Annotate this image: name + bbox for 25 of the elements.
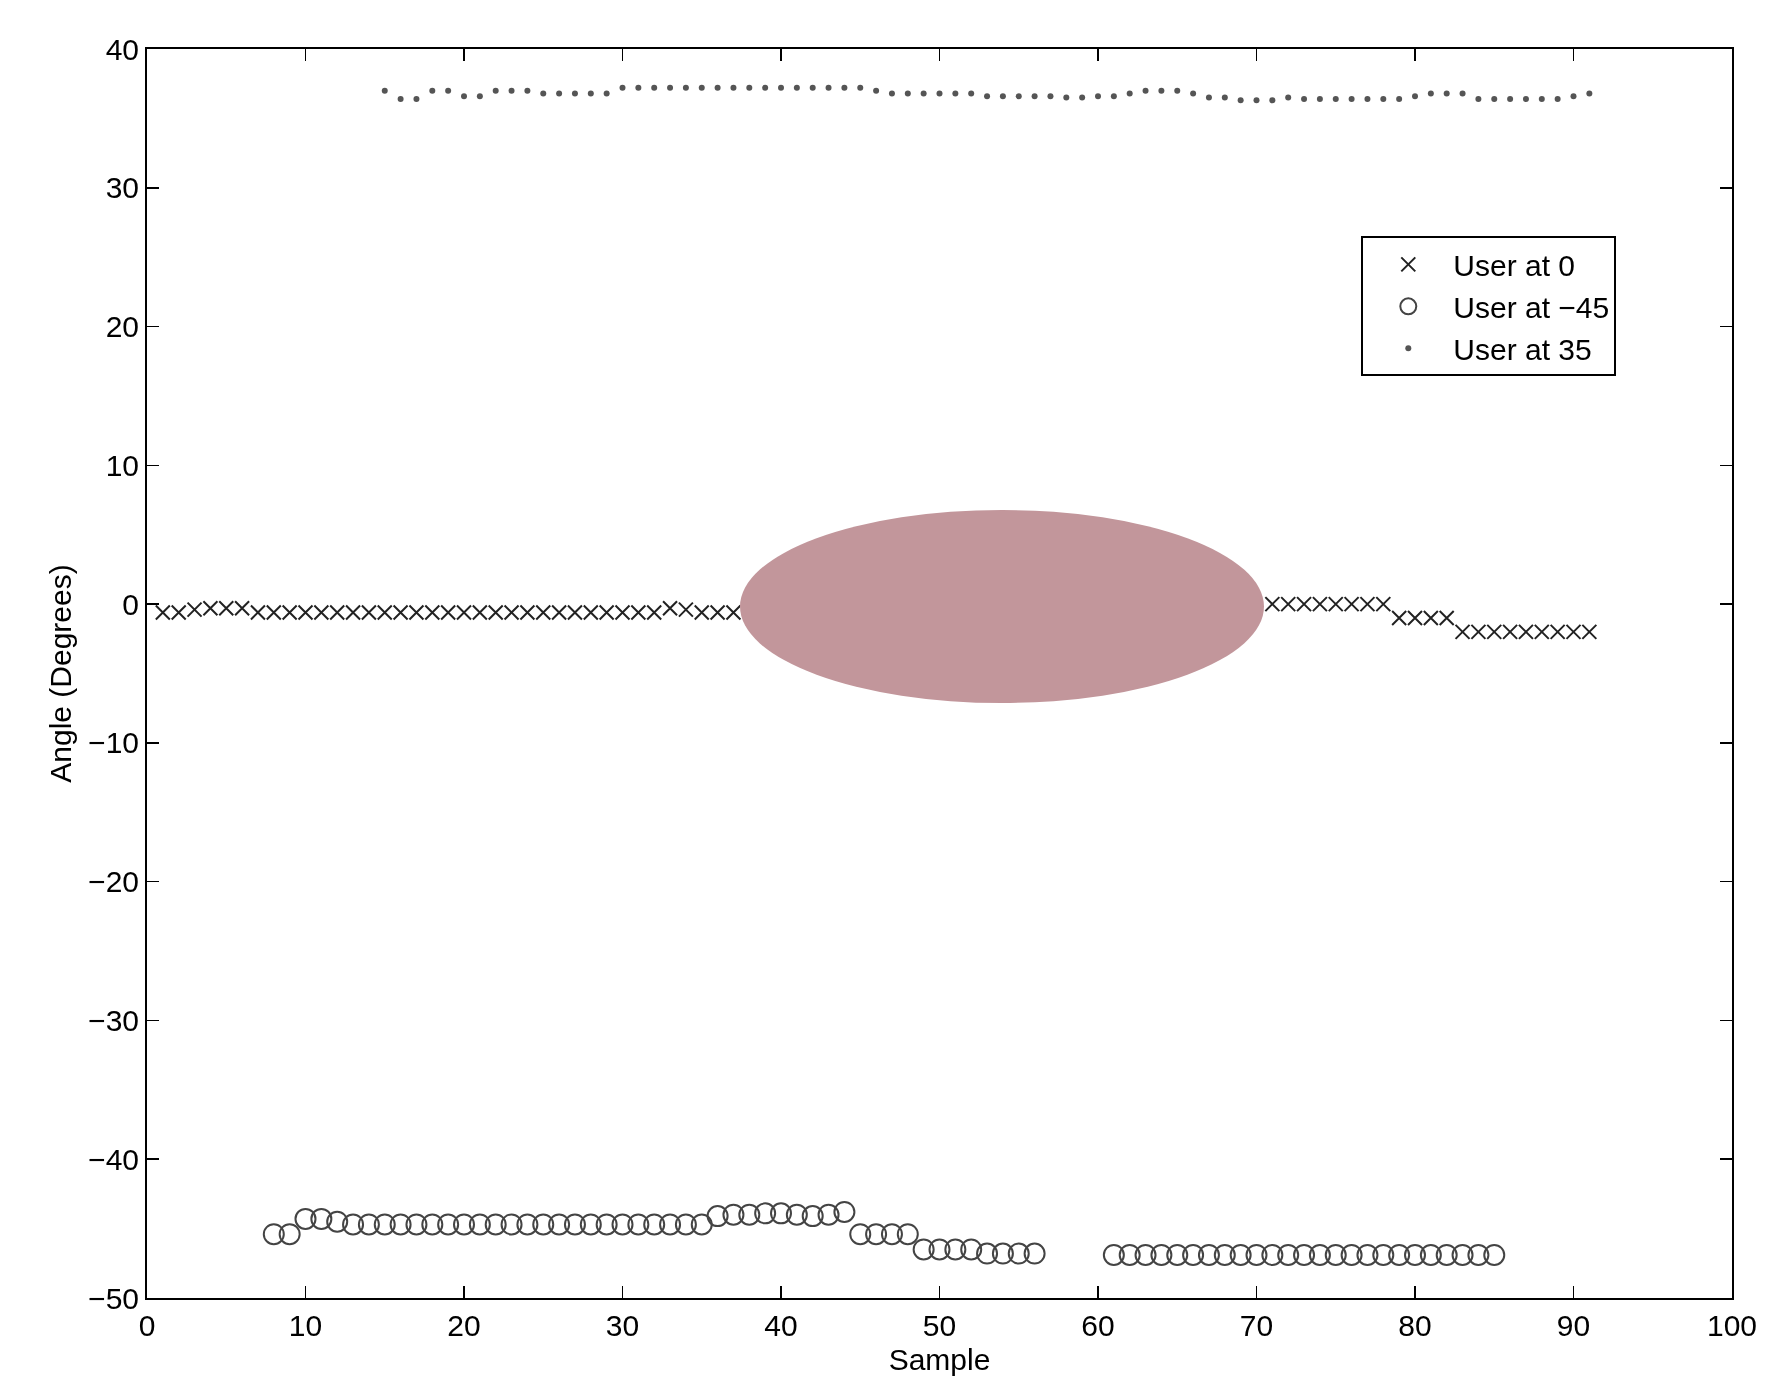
y-tick-label: 30 — [105, 171, 139, 205]
x-tick-label: 30 — [605, 1309, 640, 1342]
y-tick-label: −50 — [88, 1281, 139, 1315]
legend-label: User at 0 — [1453, 249, 1576, 283]
x-tick-label: 70 — [1239, 1309, 1274, 1342]
y-tick-label: 10 — [105, 448, 139, 482]
y-tick-label: 0 — [122, 587, 139, 621]
y-axis-title: Angle (Degrees) — [43, 564, 77, 783]
x-tick-label: 50 — [922, 1309, 957, 1342]
y-tick-label: −40 — [88, 1142, 139, 1176]
y-tick-label: 40 — [105, 32, 139, 66]
x-tick-label: 40 — [764, 1309, 798, 1342]
x-tick-label: 80 — [1398, 1309, 1432, 1342]
y-tick-label: −30 — [88, 1003, 139, 1037]
x-tick-label: 60 — [1081, 1309, 1115, 1342]
x-axis-title: Sample — [888, 1343, 991, 1376]
x-tick-label: 90 — [1556, 1309, 1591, 1342]
y-tick-label: 20 — [105, 310, 139, 344]
x-tick-label: 20 — [447, 1309, 481, 1342]
y-tick-label: −20 — [88, 865, 139, 899]
y-tick-label: −10 — [88, 726, 139, 760]
legend-label: User at −45 — [1453, 291, 1610, 325]
x-tick-label: 100 — [1706, 1309, 1758, 1342]
legend-label: User at 35 — [1453, 333, 1592, 367]
x-tick-label: 10 — [288, 1309, 323, 1342]
